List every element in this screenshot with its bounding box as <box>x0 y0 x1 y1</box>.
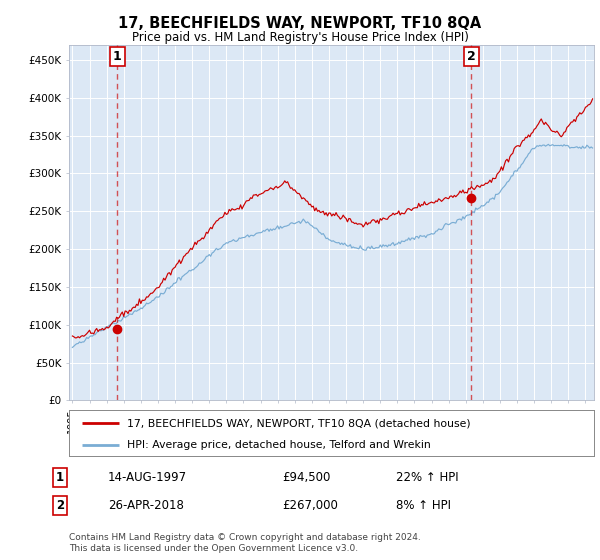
Text: 8% ↑ HPI: 8% ↑ HPI <box>396 499 451 512</box>
Text: 17, BEECHFIELDS WAY, NEWPORT, TF10 8QA: 17, BEECHFIELDS WAY, NEWPORT, TF10 8QA <box>118 16 482 31</box>
Text: 26-APR-2018: 26-APR-2018 <box>108 499 184 512</box>
Text: 1: 1 <box>56 471 64 484</box>
Text: HPI: Average price, detached house, Telford and Wrekin: HPI: Average price, detached house, Telf… <box>127 440 431 450</box>
Text: 2: 2 <box>467 50 476 63</box>
Text: 1: 1 <box>113 50 122 63</box>
Text: £94,500: £94,500 <box>282 471 331 484</box>
Text: 17, BEECHFIELDS WAY, NEWPORT, TF10 8QA (detached house): 17, BEECHFIELDS WAY, NEWPORT, TF10 8QA (… <box>127 418 470 428</box>
Text: Contains HM Land Registry data © Crown copyright and database right 2024.
This d: Contains HM Land Registry data © Crown c… <box>69 533 421 553</box>
Text: 14-AUG-1997: 14-AUG-1997 <box>108 471 187 484</box>
Text: 22% ↑ HPI: 22% ↑ HPI <box>396 471 458 484</box>
Text: Price paid vs. HM Land Registry's House Price Index (HPI): Price paid vs. HM Land Registry's House … <box>131 31 469 44</box>
Text: 2: 2 <box>56 499 64 512</box>
Text: £267,000: £267,000 <box>282 499 338 512</box>
